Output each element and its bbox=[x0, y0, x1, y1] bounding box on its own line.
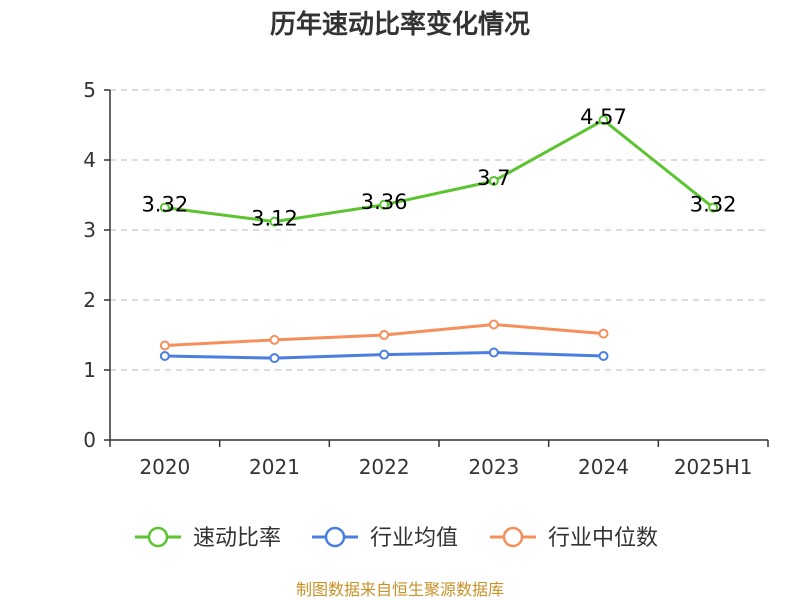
data-label: 4.57 bbox=[580, 105, 627, 129]
x-tick-label: 2020 bbox=[139, 455, 190, 479]
data-label: 3.32 bbox=[690, 193, 737, 217]
series-lines bbox=[159, 115, 719, 364]
legend-item-1: 行业均值 bbox=[312, 526, 458, 551]
tick-labels: 0 1 2 3 4 5 2020 2021 2022 2023 2024 2025H1 bbox=[83, 78, 752, 479]
data-point bbox=[269, 334, 280, 345]
data-point bbox=[708, 202, 719, 213]
data-point bbox=[159, 351, 170, 361]
legend: 速动比率 行业均值 行业中位数 bbox=[135, 526, 658, 551]
series-1 bbox=[159, 347, 609, 364]
data-point bbox=[379, 349, 390, 360]
x-tick-label: 2024 bbox=[578, 455, 629, 479]
data-label: 3.32 bbox=[141, 193, 188, 217]
x-tick-label: 2023 bbox=[468, 455, 519, 479]
data-point bbox=[379, 330, 390, 340]
y-tick-label: 5 bbox=[83, 78, 96, 102]
data-point bbox=[379, 199, 390, 210]
source-note: 制图数据来自恒生聚源数据库 bbox=[296, 580, 504, 599]
legend-marker bbox=[324, 526, 346, 548]
y-tick-label: 1 bbox=[83, 358, 96, 382]
data-point bbox=[598, 351, 609, 361]
chart-title: 历年速动比率变化情况 bbox=[270, 9, 530, 40]
y-tick-label: 4 bbox=[83, 148, 96, 172]
data-point bbox=[488, 347, 499, 358]
legend-marker bbox=[147, 526, 169, 548]
data-point bbox=[598, 115, 609, 126]
data-label: 3.36 bbox=[361, 190, 408, 214]
legend-item-0: 速动比率 bbox=[135, 526, 281, 551]
data-point bbox=[159, 340, 170, 351]
legend-label: 速动比率 bbox=[193, 526, 281, 551]
x-tick-label: 2022 bbox=[359, 455, 410, 479]
data-label: 3.7 bbox=[477, 166, 510, 190]
y-tick-label: 3 bbox=[83, 218, 96, 242]
x-tick-label: 2025H1 bbox=[674, 455, 753, 479]
data-point bbox=[598, 328, 609, 339]
series-0 bbox=[159, 115, 719, 227]
legend-marker bbox=[502, 526, 524, 548]
legend-label: 行业中位数 bbox=[548, 526, 658, 551]
data-point bbox=[159, 202, 170, 213]
series-2 bbox=[159, 319, 609, 351]
x-tick-label: 2021 bbox=[249, 455, 300, 479]
y-tick-label: 2 bbox=[83, 288, 96, 312]
axes bbox=[104, 89, 769, 447]
data-point bbox=[269, 216, 280, 227]
y-tick-label: 0 bbox=[83, 428, 96, 452]
data-labels: 3.32 3.12 3.36 3.7 4.57 3.32 bbox=[141, 105, 736, 231]
data-point bbox=[488, 319, 499, 330]
gridlines bbox=[110, 89, 768, 371]
data-point bbox=[488, 176, 499, 186]
legend-item-2: 行业中位数 bbox=[490, 526, 658, 551]
data-label: 3.12 bbox=[251, 207, 298, 231]
legend-label: 行业均值 bbox=[370, 526, 458, 551]
series-line bbox=[164, 118, 715, 224]
data-point bbox=[269, 353, 280, 364]
